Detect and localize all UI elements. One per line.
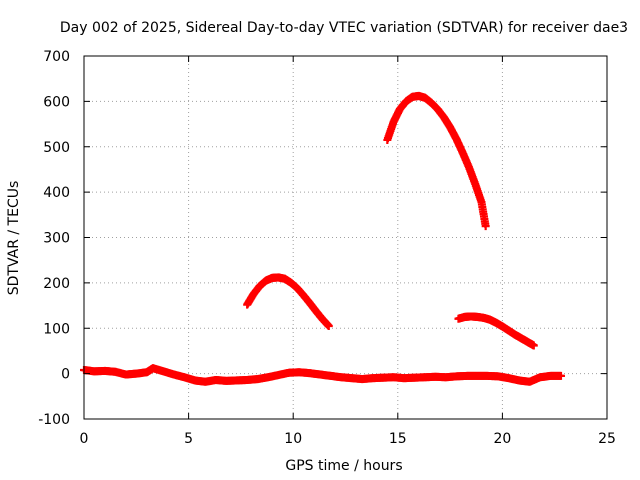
y-tick-label: 200: [43, 276, 70, 292]
y-tick-label: 100: [43, 321, 70, 337]
grid: [84, 56, 607, 419]
data-points: [80, 91, 565, 386]
y-axis-label: SDTVAR / TECUs: [6, 181, 22, 296]
y-tick-label: 500: [43, 140, 70, 156]
y-tick-label: -100: [38, 412, 70, 428]
x-tick-label: 15: [389, 431, 407, 447]
y-tick-label: 0: [61, 367, 70, 383]
series-arc-2: [383, 91, 490, 231]
data-point: [324, 321, 333, 330]
x-tick-label: 10: [284, 431, 302, 447]
data-point: [529, 341, 538, 350]
y-tick-label: 700: [43, 49, 70, 65]
y-tick-label: 300: [43, 231, 70, 247]
y-tick-label: 400: [43, 185, 70, 201]
x-tick-label: 0: [80, 431, 89, 447]
x-tick-label: 5: [184, 431, 193, 447]
x-axis-label: GPS time / hours: [285, 458, 402, 474]
data-point: [556, 371, 565, 380]
series-arc-1: [243, 273, 333, 330]
series-baseline: [80, 364, 565, 386]
data-point: [481, 222, 490, 231]
x-tick-label: 20: [493, 431, 511, 447]
y-tick-label: 600: [43, 94, 70, 110]
x-tick-label: 25: [598, 431, 616, 447]
axis-ticks: 0 5 10 15 20 25 -100 0 100 200 300 400 500 600 700: [38, 49, 616, 447]
series-arc-3: [454, 312, 538, 350]
chart-title: Day 002 of 2025, Sidereal Day-to-day VTE…: [60, 20, 628, 36]
